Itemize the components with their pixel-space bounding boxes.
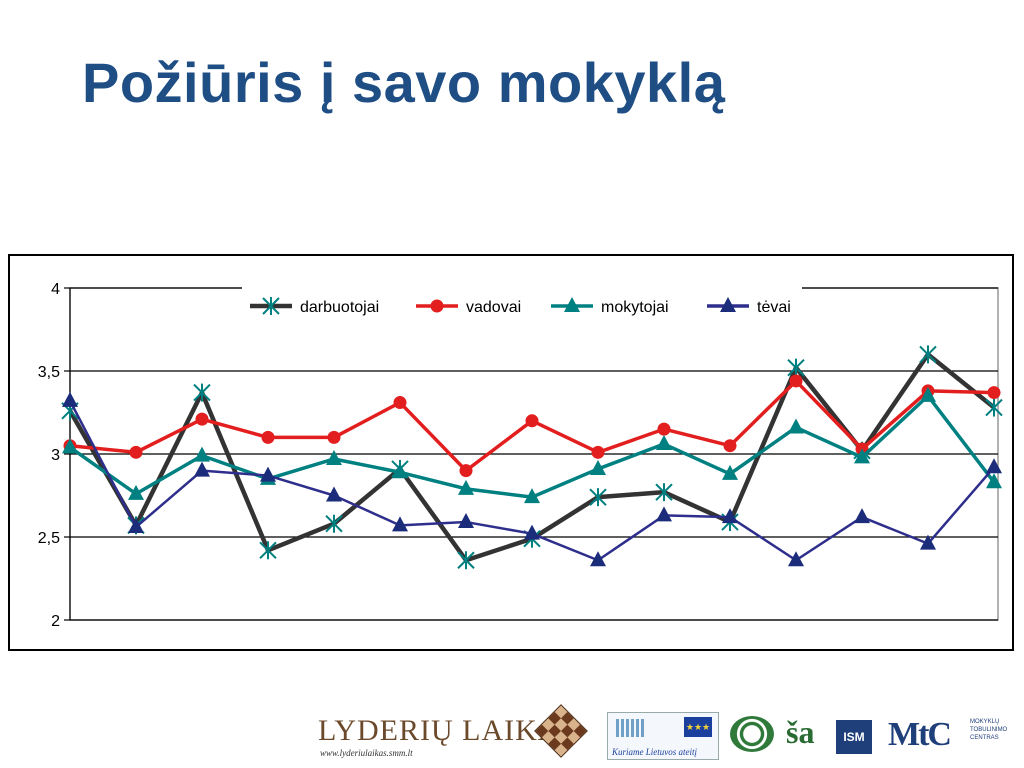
data-point-triangle (854, 508, 870, 524)
data-point-triangle (564, 297, 580, 312)
data-point-triangle (128, 484, 144, 500)
data-point-triangle (458, 479, 474, 495)
data-point-asterisk (193, 383, 211, 402)
legend-label: mokytojai (601, 299, 669, 316)
data-point-triangle (986, 458, 1002, 474)
eu-slogan: Kuriame Lietuvos ateitį (612, 747, 697, 757)
data-point-triangle (656, 435, 672, 451)
lyderiu-laikas-logo: LYDERIŲ LAIKAS www.lyderiulaikas.smm.lt (318, 714, 579, 758)
data-point-asterisk (325, 514, 343, 533)
data-point-triangle (788, 551, 804, 567)
data-point-circle (723, 439, 737, 453)
data-point-asterisk (985, 398, 1003, 417)
series-tėvai (62, 391, 1002, 567)
data-point-triangle (986, 473, 1002, 489)
data-point-circle (393, 396, 407, 410)
data-point-triangle (458, 513, 474, 529)
data-point-circle (459, 464, 473, 478)
eu-funds-logo: ★★★ Kuriame Lietuvos ateitį (607, 712, 719, 760)
data-point-circle (987, 386, 1001, 400)
data-point-circle (129, 445, 143, 459)
data-point-asterisk (919, 345, 937, 364)
mtc-logo-icon: MtC (888, 716, 952, 753)
data-point-triangle (128, 518, 144, 534)
data-point-circle (591, 445, 605, 459)
line-chart: 4 3,5 3 2,5 2 darbuotojai vadovai mokytojai tėv… (38, 281, 1003, 630)
legend-label: tėvai (757, 299, 791, 316)
data-point-triangle (326, 486, 342, 502)
data-point-triangle (590, 551, 606, 567)
legend-item-tėvai: tėvai (707, 297, 791, 316)
y-tick-label: 2 (51, 613, 60, 630)
data-point-triangle (656, 506, 672, 522)
data-point-triangle (326, 449, 342, 465)
data-point-circle (657, 422, 671, 436)
data-point-asterisk (262, 297, 280, 315)
data-point-asterisk (259, 541, 277, 560)
legend-item-vadovai: vadovai (416, 299, 521, 316)
ism-logo: ISM (836, 720, 872, 754)
data-point-triangle (720, 297, 736, 312)
data-point-triangle (524, 524, 540, 540)
y-tick-label: 2,5 (38, 530, 60, 547)
series-vadovai (63, 374, 1001, 478)
data-point-triangle (524, 488, 540, 504)
data-point-triangle (920, 386, 936, 402)
legend-label: vadovai (466, 299, 521, 316)
slide-title: Požiūris į savo mokyklą (82, 51, 726, 114)
legend-item-mokytojai: mokytojai (551, 297, 669, 316)
data-point-circle (789, 374, 803, 388)
data-point-circle (430, 299, 444, 313)
axes: 4 3,5 3 2,5 2 (38, 281, 71, 630)
legend-label: darbuotojai (300, 299, 379, 316)
data-point-asterisk (589, 488, 607, 507)
data-point-circle (195, 412, 209, 426)
data-point-triangle (920, 534, 936, 550)
data-point-triangle (788, 418, 804, 434)
data-point-asterisk (787, 358, 805, 377)
chessboard-diamond-icon (534, 704, 588, 758)
legend: darbuotojai vadovai mokytojai tėvai (242, 282, 802, 330)
data-point-circle (525, 414, 539, 428)
data-point-triangle (722, 508, 738, 524)
legend-item-darbuotojai: darbuotojai (250, 297, 379, 316)
mtc-logo-caption: MOKYKLŲ TOBULINIMO CENTRAS (970, 719, 1008, 741)
y-tick-label: 3 (51, 447, 60, 464)
data-point-circle (327, 430, 341, 444)
data-point-triangle (62, 391, 78, 407)
data-point-triangle (392, 463, 408, 479)
lyderiu-logo-url: www.lyderiulaikas.smm.lt (320, 748, 413, 758)
data-point-triangle (722, 464, 738, 480)
lyderiu-logo-text: LYDERIŲ LAIKAS (318, 714, 579, 747)
eu-flag-icon: ★★★ (684, 717, 712, 737)
data-point-asterisk (655, 483, 673, 502)
y-tick-label: 3,5 (38, 364, 60, 381)
data-point-triangle (260, 466, 276, 482)
data-point-triangle (194, 461, 210, 477)
y-tick-label: 4 (51, 281, 60, 298)
data-point-triangle (194, 446, 210, 462)
data-point-triangle (62, 438, 78, 454)
data-point-asterisk (457, 551, 475, 570)
chart-frame: 4 3,5 3 2,5 2 darbuotojai vadovai mokytojai tėv… (8, 254, 1014, 651)
ministry-emblem-icon (616, 719, 646, 737)
data-point-triangle (392, 516, 408, 532)
data-point-triangle (854, 448, 870, 464)
green-circle-logo-icon (730, 716, 774, 752)
sa-logo-icon: ša (786, 714, 815, 750)
data-point-circle (261, 430, 275, 444)
series-lines (61, 345, 1003, 570)
data-point-triangle (590, 459, 606, 475)
